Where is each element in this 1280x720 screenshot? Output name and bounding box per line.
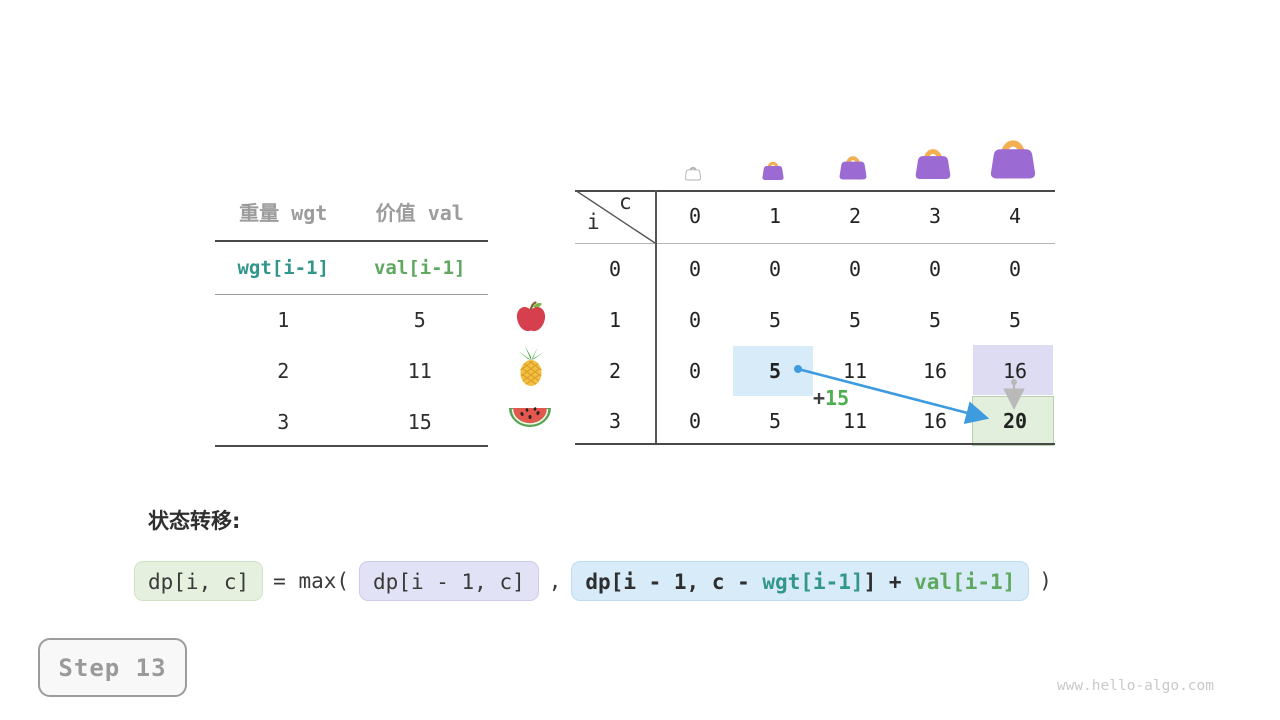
bag-capacity-1-icon: [762, 157, 784, 185]
value-column-header: 价值 val: [375, 201, 464, 225]
dp-row-0: 0 0 0 0 0 0: [575, 244, 1055, 294]
dp-row-1: 1 0 5 5 5 5: [575, 295, 1055, 345]
dp-cell-2-4: 16: [1002, 359, 1028, 383]
corner-diagonal-line: [575, 190, 656, 244]
bag-capacity-4-icon: [990, 130, 1036, 185]
col-header-1: 1: [768, 204, 782, 228]
corner-cell: [575, 190, 655, 243]
plus-value-annotation: +15: [813, 386, 849, 410]
item-row-1: 1 5: [215, 295, 488, 346]
dp-table-bottom-rule: [575, 443, 1055, 445]
watermark: www.hello-algo.com: [1056, 678, 1214, 694]
dp-cell-0-3: 0: [928, 257, 942, 281]
row-header-3: 3: [608, 409, 622, 433]
comma-text: ,: [548, 569, 562, 593]
take-chip: dp[i - 1, c - wgt[i-1]] + val[i-1]: [571, 561, 1030, 601]
dp-row-3: 3 0 5 11 16 20: [575, 396, 1055, 446]
item-1-value: 5: [413, 308, 426, 332]
items-table-header-row: 重量 wgt 价值 val: [215, 190, 488, 242]
corner-label-c: c: [619, 190, 632, 214]
dp-cell-3-3: 16: [922, 409, 948, 433]
dp-table-vertical-rule: [655, 190, 657, 445]
dp-table: c i 0 1 2 3 4 0 0 0 0 0 0 1 0 5 5 5 5: [575, 140, 1055, 446]
plus-value: 15: [825, 386, 850, 410]
transition-formula: dp[i, c] = max( dp[i - 1, c] , dp[i - 1,…: [134, 561, 1052, 601]
item-1-weight: 1: [277, 308, 290, 332]
row-header-2: 2: [608, 359, 622, 383]
plus-sign: +: [813, 386, 826, 410]
bag-capacity-2-icon: [839, 150, 867, 185]
row-header-1: 1: [608, 308, 622, 332]
pineapple-icon: [512, 345, 550, 391]
take-chip-val: val[i-1]: [914, 570, 1016, 594]
result-chip: dp[i, c]: [134, 561, 264, 601]
dp-cell-2-3: 16: [922, 359, 948, 383]
dp-cell-3-1: 5: [768, 409, 782, 433]
close-paren-text: ): [1039, 569, 1052, 593]
dp-cell-1-3: 5: [928, 308, 942, 332]
items-table: 重量 wgt 价值 val wgt[i-1] val[i-1] 1 5 2 11…: [215, 190, 488, 447]
col-header-0: 0: [688, 204, 702, 228]
dp-cell-3-4: 20: [1002, 409, 1028, 433]
step-badge: Step 13: [38, 638, 187, 697]
apple-icon: [513, 299, 549, 339]
dp-cell-1-2: 5: [848, 308, 862, 332]
dp-cell-0-0: 0: [688, 257, 702, 281]
watermelon-icon: [508, 403, 552, 437]
dp-cell-3-0: 0: [688, 409, 702, 433]
take-chip-part2: ] +: [863, 570, 915, 594]
item-2-weight: 2: [277, 359, 290, 383]
item-3-weight: 3: [277, 410, 290, 434]
keep-chip: dp[i - 1, c]: [359, 561, 539, 601]
dp-header-row: 0 1 2 3 4: [575, 190, 1055, 243]
dp-cell-1-0: 0: [688, 308, 702, 332]
take-chip-part1: dp[i - 1, c -: [585, 570, 763, 594]
bag-capacity-3-icon: [915, 141, 951, 185]
val-symbol: val[i-1]: [373, 257, 466, 279]
wgt-symbol: wgt[i-1]: [237, 257, 329, 279]
bag-capacity-0-icon: [684, 163, 702, 185]
take-chip-wgt: wgt[i-1]: [762, 570, 864, 594]
items-table-symbol-row: wgt[i-1] val[i-1]: [215, 242, 488, 295]
step-label: Step 13: [58, 653, 167, 682]
dp-cell-1-1: 5: [768, 308, 782, 332]
transition-title: 状态转移:: [148, 509, 241, 533]
corner-label-i: i: [587, 210, 600, 234]
dp-table-header-rule: [575, 243, 1055, 244]
dp-cell-1-4: 5: [1008, 308, 1022, 332]
dp-cell-0-2: 0: [848, 257, 862, 281]
dp-table-top-rule: [575, 190, 1055, 192]
equals-max-text: = max(: [273, 569, 350, 593]
dp-cell-0-1: 0: [768, 257, 782, 281]
col-header-4: 4: [1008, 204, 1022, 228]
capacity-bags: [575, 132, 1055, 185]
weight-column-header: 重量 wgt: [239, 201, 328, 225]
row-header-0: 0: [608, 257, 622, 281]
dp-cell-2-0: 0: [688, 359, 702, 383]
item-row-2: 2 11: [215, 346, 488, 397]
item-3-value: 15: [407, 410, 432, 434]
col-header-2: 2: [848, 204, 862, 228]
dp-cell-0-4: 0: [1008, 257, 1022, 281]
item-2-value: 11: [407, 359, 432, 383]
col-header-3: 3: [928, 204, 942, 228]
item-row-3: 3 15: [215, 397, 488, 448]
dp-cell-2-1: 5: [768, 359, 782, 383]
